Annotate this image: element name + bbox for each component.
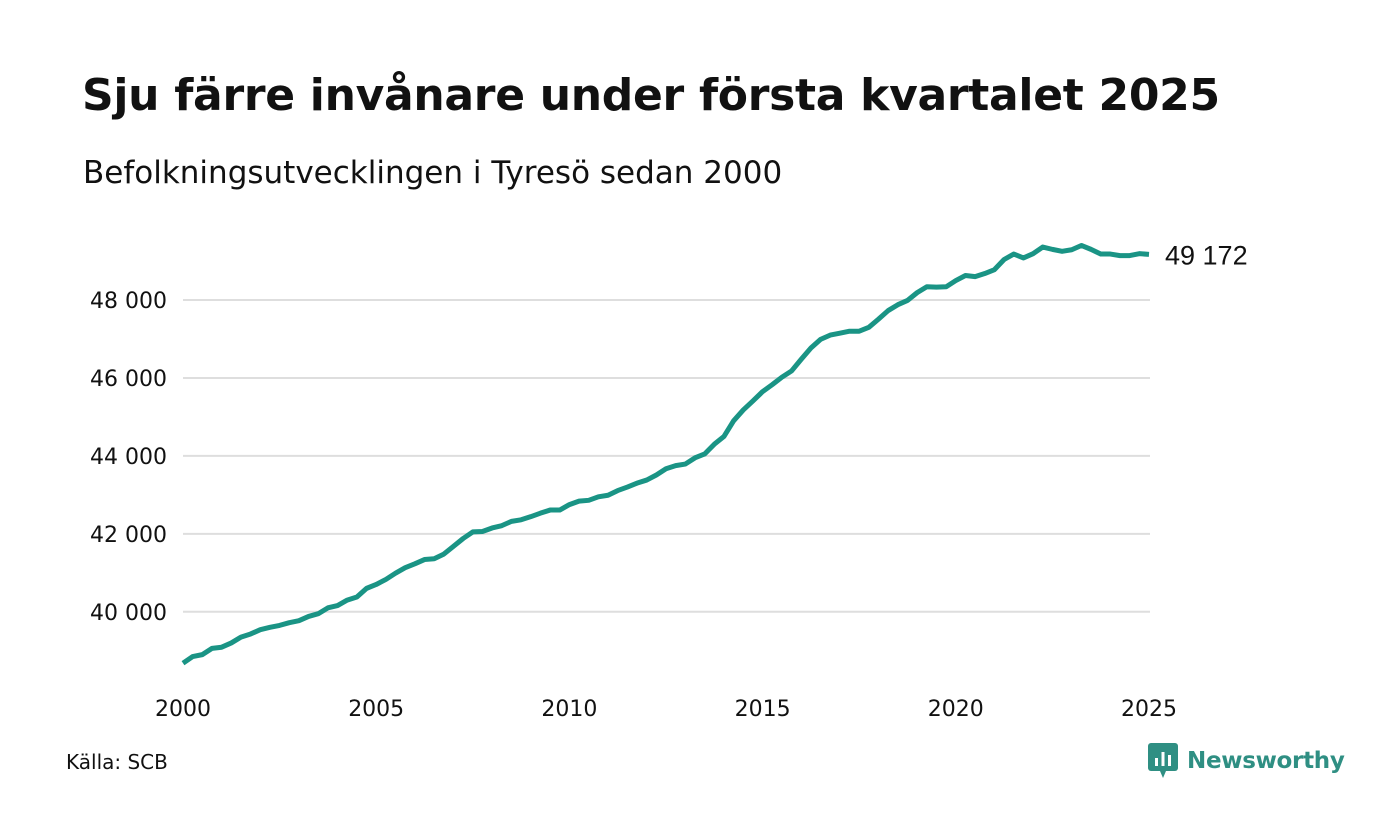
y-tick-label: 44 000	[90, 445, 167, 470]
x-tick-label: 2025	[1121, 697, 1177, 722]
y-axis-tick-labels: 40 000 42 000 44 000 46 000 48 000	[90, 289, 167, 626]
newsworthy-logo-icon	[1148, 743, 1178, 779]
y-tick-label: 46 000	[90, 367, 167, 392]
chart-subtitle: Befolkningsutvecklingen i Tyresö sedan 2…	[83, 155, 783, 191]
population-series-line	[181, 242, 1150, 666]
y-tick-label: 48 000	[90, 289, 167, 314]
x-tick-label: 2015	[735, 697, 791, 722]
series-layer	[181, 242, 1150, 666]
end-value-label: 49 172	[1165, 240, 1248, 270]
brand-logo: Newsworthy	[1148, 743, 1345, 779]
x-tick-label: 2020	[928, 697, 984, 722]
x-tick-label: 2005	[348, 697, 404, 722]
y-tick-label: 40 000	[90, 601, 167, 626]
brand-name: Newsworthy	[1187, 748, 1345, 774]
y-tick-label: 42 000	[90, 523, 167, 548]
chart-title: Sju färre invånare under första kvartale…	[82, 70, 1220, 121]
grid-lines	[183, 299, 1150, 613]
x-tick-label: 2000	[155, 697, 211, 722]
x-tick-label: 2010	[541, 697, 597, 722]
x-axis-tick-labels: 2000 2005 2010 2015 2020 2025	[155, 697, 1177, 722]
source-note: Källa: SCB	[66, 750, 168, 774]
